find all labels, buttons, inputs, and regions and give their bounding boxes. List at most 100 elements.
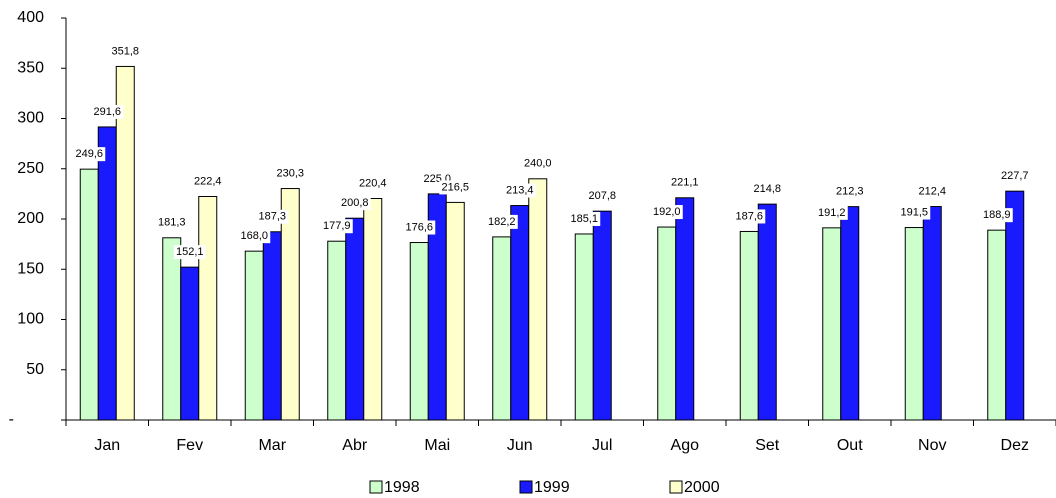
bar [162,237,182,421]
x-tick-label: Out [837,437,863,454]
label-bg [733,209,766,224]
value-label: 207,8 [588,190,616,202]
bar [327,240,347,421]
label-bg [815,205,848,220]
label-bg [256,209,289,224]
value-label: 177,9 [323,220,351,232]
value-label: 191,5 [900,206,928,218]
x-tick-label: Mai [424,437,450,454]
legend-swatch [669,480,683,494]
label-bg [898,205,931,220]
value-label: 216,5 [441,181,469,193]
bar [363,197,383,421]
x-tick-label: Mar [258,437,286,454]
label-bg [751,182,784,197]
bar [574,233,594,421]
y-tick-label: - [9,411,14,428]
bar [198,195,218,421]
legend-label: 1999 [534,479,570,496]
x-tick-label: Ago [671,437,700,454]
value-label: 181,3 [158,217,186,229]
legend-swatch [369,480,383,494]
value-label: 176,6 [405,221,433,233]
value-label: 185,1 [570,213,598,225]
value-label: 212,4 [918,185,946,197]
value-label: 152,1 [176,246,204,258]
bar [922,206,942,421]
bar [492,236,512,421]
label-bg [568,211,601,226]
y-tick-label: 200 [17,210,44,227]
bar [180,266,200,421]
value-label: 222,4 [194,175,222,187]
bar [904,227,924,421]
bar [79,168,99,421]
x-tick-label: Nov [918,437,946,454]
legend-label: 2000 [684,479,720,496]
bar [592,210,612,421]
value-label: 188,9 [983,209,1011,221]
x-tick-label: Abr [342,437,368,454]
value-label: 187,6 [735,210,763,222]
label-bg [668,175,701,190]
label-bg [155,215,188,230]
label-bg [109,44,142,59]
value-label: 200,8 [341,197,369,209]
value-label: 291,6 [93,106,121,118]
value-label: 192,0 [653,206,681,218]
bar [445,201,465,421]
label-bg [320,219,353,234]
label-bg [91,104,124,119]
value-label: 214,8 [753,183,781,195]
bar [822,227,842,421]
label-bg [521,156,554,171]
x-tick-label: Set [755,437,780,454]
y-tick-label: 350 [17,59,44,76]
label-bg [833,184,866,199]
label-bg [338,196,371,211]
value-label: 191,2 [818,207,846,219]
bar [280,188,300,421]
x-tick-label: Jul [592,437,612,454]
value-label: 351,8 [111,45,139,57]
bar [657,226,677,421]
value-label: 212,3 [836,186,864,198]
value-label: 227,7 [1001,170,1029,182]
label-bg [403,220,436,235]
value-label: 220,4 [359,177,387,189]
value-label: 221,1 [671,177,699,189]
label-bg [191,174,224,189]
y-tick-label: 300 [17,110,44,127]
bar [840,206,860,421]
bar [115,65,135,421]
label-bg [485,214,518,229]
label-bg [650,205,683,220]
bar [97,126,117,421]
legend-label: 1998 [384,479,420,496]
y-tick-label: 150 [17,260,44,277]
bar [409,242,429,421]
label-bg [73,147,106,162]
y-tick-label: 400 [17,9,44,26]
value-label: 182,2 [488,216,516,228]
value-label: 230,3 [276,167,304,179]
y-tick-label: 100 [17,311,44,328]
x-tick-label: Dez [1001,437,1029,454]
bar [244,250,264,421]
label-bg [274,166,307,181]
label-bg [439,180,472,195]
legend-swatch [519,480,533,494]
y-tick-label: 250 [17,160,44,177]
label-bg [173,245,206,260]
bar [1005,190,1025,421]
bar [987,229,1007,421]
label-bg [980,208,1013,223]
value-label: 168,0 [240,230,268,242]
label-bg [503,183,536,198]
label-bg [356,176,389,191]
bar [510,205,530,421]
label-bg [998,169,1031,184]
bar [528,178,548,421]
bar [675,197,695,421]
bar [345,217,365,421]
